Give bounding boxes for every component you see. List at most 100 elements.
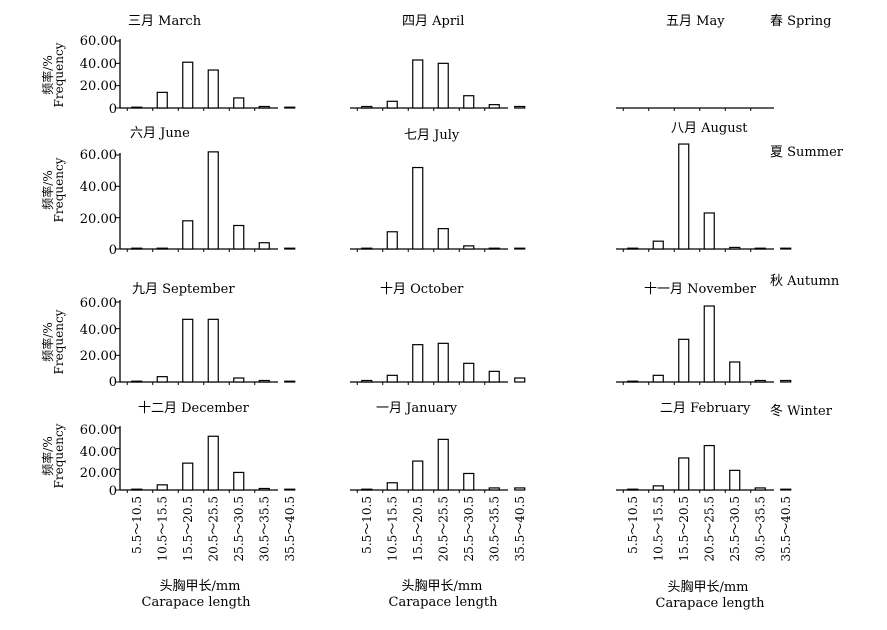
x-tick-label: 15.5～20.5 [677, 496, 691, 561]
row-autumn: 60.00 40.00 20.00 0 频率/% Frequency 秋 Aut… [40, 274, 840, 390]
y-tick-label: 20.00 [80, 466, 117, 481]
bar-september-7 [284, 380, 296, 383]
panel-october [350, 342, 526, 385]
bar-august-3 [678, 143, 690, 250]
panel-title-december: 十二月 December [138, 401, 250, 416]
x-tick-label: 10.5～15.5 [651, 496, 665, 561]
bar-march-4 [207, 69, 219, 109]
panel-title-june: 六月 June [130, 126, 190, 141]
bar-march-7 [284, 106, 296, 109]
bar-march-3 [182, 61, 194, 109]
panel-november [616, 305, 792, 385]
x-axis-label-cn: 头胸甲长/mm [159, 579, 240, 594]
x-tick-label: 30.5～35.5 [753, 496, 767, 561]
y-tick-label: 20.00 [80, 212, 117, 227]
bar-september-6 [258, 379, 270, 383]
bar-june-1 [131, 247, 143, 250]
bar-september-4 [207, 318, 219, 383]
bar-june-6 [258, 242, 270, 250]
x-axis-label-en: Carapace length [389, 595, 499, 610]
x-tick-label: 20.5～25.5 [436, 496, 450, 561]
x-axis-label-en: Carapace length [656, 596, 766, 611]
bar-december-3 [182, 462, 194, 491]
bar-november-7 [780, 379, 792, 383]
bar-october-1 [361, 379, 373, 383]
panel-april [350, 59, 526, 111]
bar-september-3 [182, 318, 194, 383]
y-tick-label: 60.00 [80, 148, 117, 163]
panel-may [616, 107, 774, 111]
bar-january-3 [412, 460, 424, 491]
panel-title-march: 三月 March [128, 14, 202, 29]
bar-october-3 [412, 344, 424, 383]
bar-november-2 [652, 374, 664, 383]
bar-july-4 [437, 228, 449, 250]
bar-june-2 [156, 247, 168, 250]
y-axis-label-cn: 频率/% [40, 55, 55, 94]
bar-february-5 [729, 469, 741, 491]
x-axis-label-cn: 头胸甲长/mm [667, 580, 748, 595]
panel-title-november: 十一月 November [644, 282, 757, 297]
bar-december-5 [233, 471, 245, 491]
bar-november-6 [754, 379, 766, 383]
x-tick-label: 5.5～10.5 [360, 496, 374, 554]
panel-title-february: 二月 February [660, 401, 751, 416]
x-tick-label: 15.5～20.5 [411, 496, 425, 561]
y-tick-label: 0 [109, 375, 117, 390]
bar-march-1 [131, 106, 143, 109]
bar-july-3 [412, 166, 424, 250]
bar-january-4 [437, 438, 449, 491]
bar-october-2 [386, 374, 398, 383]
panel-title-july: 七月 July [404, 128, 460, 143]
x-tick-label: 30.5～35.5 [487, 496, 501, 561]
x-axis-label-en: Carapace length [142, 595, 252, 610]
bar-february-1 [627, 488, 639, 491]
panel-december: 5.5～10.5 10.5～15.5 15.5～20.5 20.5～25.5 25.5～… [116, 426, 297, 561]
y-tick-label: 40.00 [80, 323, 117, 338]
bar-january-7 [514, 487, 526, 491]
x-tick-label: 35.5～40.5 [779, 496, 793, 561]
bar-september-1 [131, 380, 143, 383]
season-label-autumn: 秋 Autumn [770, 274, 840, 289]
bar-june-4 [207, 151, 219, 250]
bar-april-6 [488, 104, 500, 109]
y-axis-label-en: Frequency [52, 42, 66, 107]
bar-december-2 [156, 484, 168, 491]
bar-december-7 [284, 488, 296, 491]
bar-april-1 [361, 105, 373, 109]
x-tick-label: 25.5～30.5 [728, 496, 742, 561]
bar-february-7 [780, 488, 792, 491]
y-tick-label: 40.00 [80, 57, 117, 72]
bar-november-5 [729, 361, 741, 383]
panel-title-january: 一月 January [376, 401, 458, 416]
panel-title-september: 九月 September [132, 282, 235, 297]
panel-september [116, 300, 296, 385]
bar-october-7 [514, 377, 526, 383]
bar-november-1 [627, 380, 639, 383]
y-tick-label: 0 [109, 102, 117, 117]
bar-january-2 [386, 482, 398, 491]
bar-september-2 [156, 376, 168, 383]
panel-title-may: 五月 May [666, 14, 725, 29]
bar-august-4 [703, 212, 715, 250]
y-tick-label: 60.00 [80, 296, 117, 311]
x-tick-label: 10.5～15.5 [155, 496, 169, 561]
x-axis-label-cn: 头胸甲长/mm [401, 579, 482, 594]
y-tick-label: 20.00 [80, 79, 117, 94]
bar-march-5 [233, 97, 245, 109]
y-axis-label-cn: 频率/% [40, 170, 55, 209]
bar-june-5 [233, 224, 245, 250]
season-label-summer: 夏 Summer [770, 145, 844, 160]
x-tick-label: 20.5～25.5 [702, 496, 716, 561]
panel-july [350, 166, 526, 252]
bar-april-3 [412, 59, 424, 109]
y-tick-label: 60.00 [80, 423, 117, 438]
x-tick-label: 10.5～15.5 [385, 496, 399, 561]
bar-july-7 [514, 247, 526, 250]
bar-march-2 [156, 91, 168, 109]
panel-title-august: 八月 August [671, 121, 748, 136]
bar-april-7 [514, 105, 526, 109]
bar-august-2 [652, 240, 664, 250]
bar-august-5 [729, 246, 741, 250]
